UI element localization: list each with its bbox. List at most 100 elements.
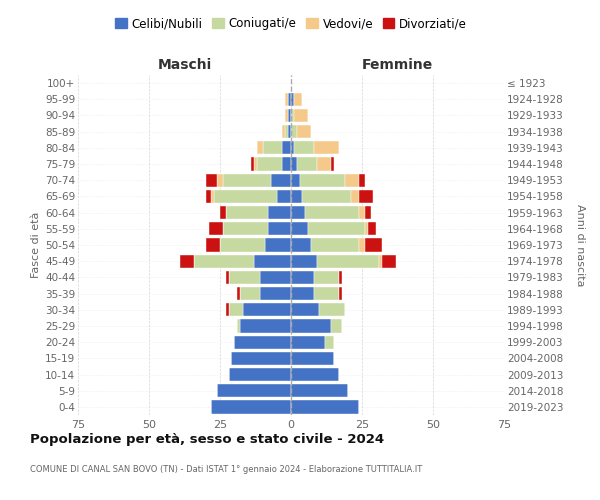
Bar [296, 158, 317, 170]
Bar [211, 400, 291, 413]
Bar [217, 384, 291, 398]
Bar [291, 400, 359, 413]
Bar [223, 174, 271, 187]
Y-axis label: Fasce di età: Fasce di età [31, 212, 41, 278]
Bar [291, 141, 294, 154]
Bar [206, 238, 220, 252]
Bar [291, 125, 296, 138]
Bar [254, 158, 257, 170]
Bar [229, 303, 243, 316]
Bar [257, 158, 283, 170]
Bar [206, 190, 211, 203]
Bar [359, 238, 365, 252]
Bar [217, 174, 223, 187]
Bar [288, 92, 291, 106]
Bar [350, 190, 359, 203]
Bar [291, 336, 325, 349]
Bar [339, 270, 342, 284]
Bar [294, 141, 314, 154]
Bar [368, 222, 376, 235]
Bar [359, 190, 373, 203]
Bar [277, 190, 291, 203]
Bar [263, 141, 283, 154]
Bar [240, 287, 260, 300]
Bar [268, 206, 291, 220]
Text: COMUNE DI CANAL SAN BOVO (TN) - Dati ISTAT 1° gennaio 2024 - Elaborazione TUTTIT: COMUNE DI CANAL SAN BOVO (TN) - Dati IST… [30, 465, 422, 474]
Bar [271, 174, 291, 187]
Bar [305, 206, 359, 220]
Bar [251, 158, 254, 170]
Bar [311, 238, 359, 252]
Bar [382, 254, 396, 268]
Bar [283, 141, 291, 154]
Bar [268, 222, 291, 235]
Bar [291, 158, 296, 170]
Bar [296, 125, 311, 138]
Bar [211, 190, 214, 203]
Bar [291, 206, 305, 220]
Y-axis label: Anni di nascita: Anni di nascita [575, 204, 584, 286]
Bar [229, 270, 260, 284]
Bar [283, 125, 286, 138]
Bar [302, 190, 350, 203]
Bar [359, 174, 365, 187]
Bar [291, 174, 299, 187]
Bar [314, 287, 339, 300]
Bar [220, 238, 265, 252]
Bar [226, 303, 229, 316]
Bar [291, 384, 348, 398]
Bar [291, 190, 302, 203]
Bar [240, 320, 291, 332]
Bar [365, 222, 368, 235]
Bar [180, 254, 194, 268]
Bar [299, 174, 345, 187]
Bar [254, 254, 291, 268]
Bar [209, 222, 223, 235]
Bar [365, 206, 371, 220]
Bar [288, 109, 291, 122]
Bar [286, 92, 288, 106]
Bar [260, 270, 291, 284]
Legend: Celibi/Nubili, Coniugati/e, Vedovi/e, Divorziati/e: Celibi/Nubili, Coniugati/e, Vedovi/e, Di… [110, 12, 472, 35]
Bar [345, 174, 359, 187]
Text: Femmine: Femmine [362, 58, 433, 72]
Bar [291, 320, 331, 332]
Bar [243, 303, 291, 316]
Bar [319, 303, 345, 316]
Bar [214, 190, 277, 203]
Bar [220, 206, 226, 220]
Text: Popolazione per età, sesso e stato civile - 2024: Popolazione per età, sesso e stato civil… [30, 432, 384, 446]
Bar [317, 254, 379, 268]
Bar [286, 109, 288, 122]
Bar [234, 336, 291, 349]
Bar [291, 109, 294, 122]
Bar [286, 125, 288, 138]
Bar [237, 287, 240, 300]
Bar [291, 303, 319, 316]
Bar [291, 270, 314, 284]
Bar [283, 158, 291, 170]
Bar [257, 141, 263, 154]
Bar [291, 222, 308, 235]
Bar [294, 109, 308, 122]
Bar [260, 287, 291, 300]
Bar [237, 320, 240, 332]
Bar [339, 287, 342, 300]
Text: Maschi: Maschi [157, 58, 212, 72]
Bar [291, 287, 314, 300]
Bar [294, 92, 302, 106]
Bar [265, 238, 291, 252]
Bar [314, 270, 339, 284]
Bar [314, 141, 339, 154]
Bar [317, 158, 331, 170]
Bar [365, 238, 382, 252]
Bar [291, 254, 317, 268]
Bar [379, 254, 382, 268]
Bar [331, 158, 334, 170]
Bar [291, 368, 339, 381]
Bar [325, 336, 334, 349]
Bar [223, 222, 268, 235]
Bar [194, 254, 254, 268]
Bar [232, 352, 291, 365]
Bar [229, 368, 291, 381]
